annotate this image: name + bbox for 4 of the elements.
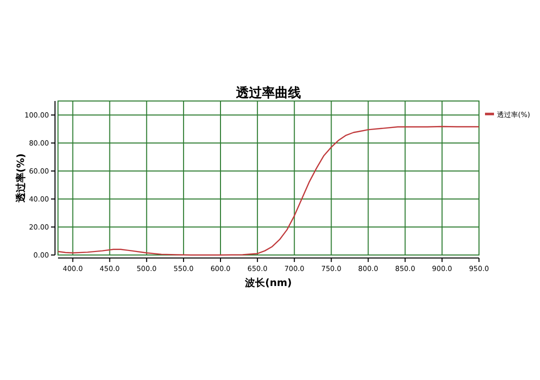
chart-title: 透过率曲线 xyxy=(235,85,301,101)
x-axis-title: 波长(nm) xyxy=(244,277,292,289)
line-series xyxy=(57,126,480,256)
y-axis-title: 透过率(%) xyxy=(15,153,27,204)
